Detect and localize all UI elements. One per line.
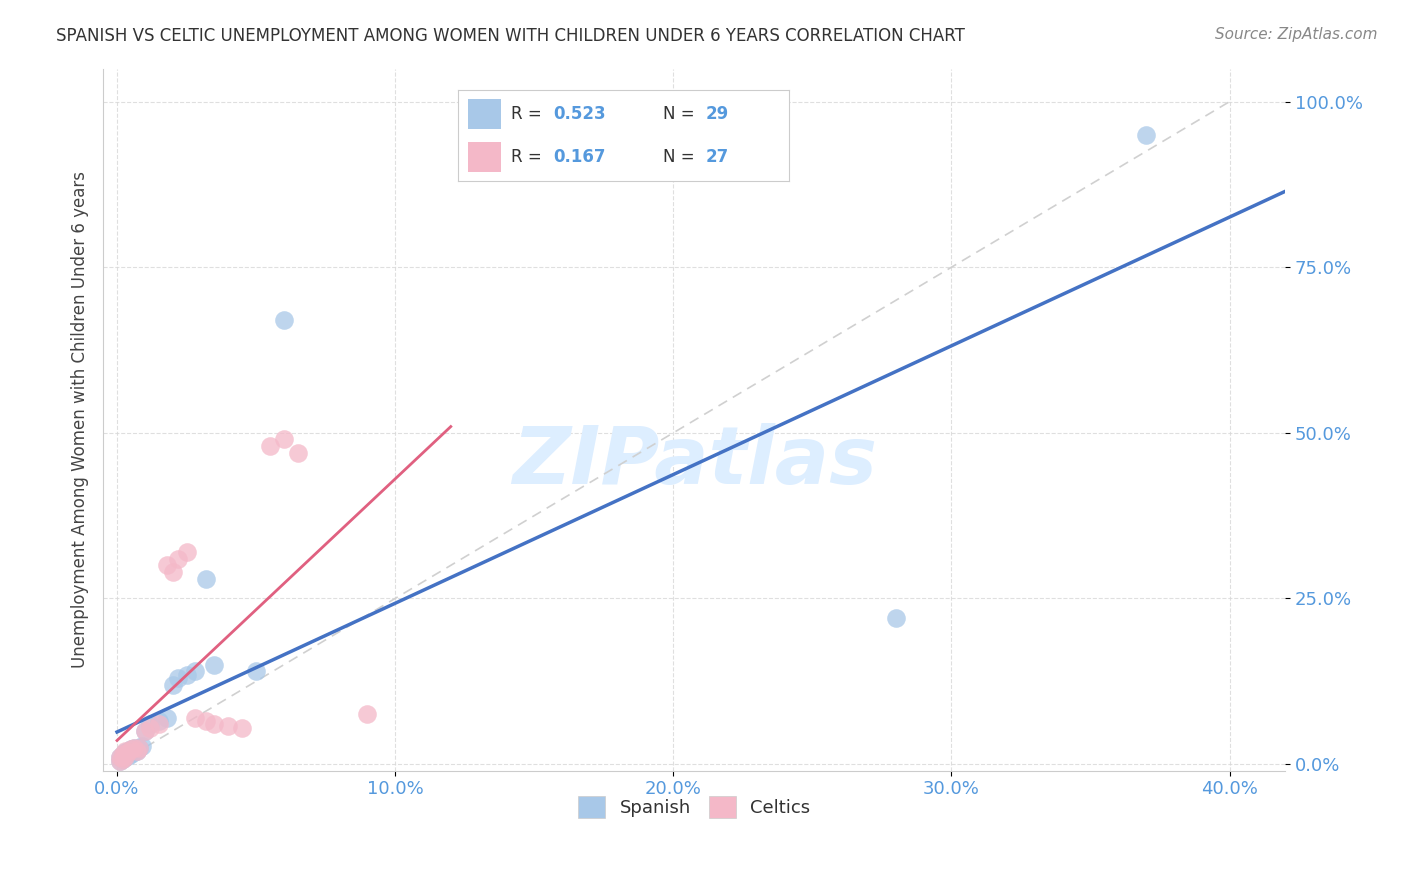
Point [128, 740, 150, 755]
Point [131, 739, 153, 753]
Text: Source: ZipAtlas.com: Source: ZipAtlas.com [1215, 27, 1378, 42]
Y-axis label: Unemployment Among Women with Children Under 6 years: Unemployment Among Women with Children U… [72, 171, 89, 668]
Point [148, 717, 170, 731]
Point [245, 665, 267, 679]
Point [195, 572, 218, 586]
Point [120, 747, 142, 761]
Point [156, 711, 179, 725]
Point [162, 565, 184, 579]
Point [117, 749, 139, 764]
Point [117, 745, 139, 759]
Point [167, 551, 190, 566]
Point [120, 742, 142, 756]
Point [125, 744, 148, 758]
Text: ZIPatlas: ZIPatlas [512, 423, 877, 500]
Point [114, 744, 136, 758]
Point [111, 752, 134, 766]
Point [125, 744, 148, 758]
Point [176, 545, 198, 559]
Point [134, 723, 156, 738]
Point [114, 750, 136, 764]
Point [259, 439, 281, 453]
Point [156, 558, 179, 573]
Point [287, 446, 309, 460]
Point [128, 740, 150, 755]
Point [273, 433, 295, 447]
Point [114, 745, 136, 759]
Point [356, 707, 378, 722]
Point [108, 754, 131, 768]
Point [162, 677, 184, 691]
Point [114, 750, 136, 764]
Point [202, 657, 225, 672]
Point [134, 723, 156, 738]
Point [195, 714, 218, 728]
Legend: Spanish, Celtics: Spanish, Celtics [571, 789, 818, 825]
Point [139, 721, 162, 735]
Point [184, 665, 207, 679]
Point [139, 717, 162, 731]
Point [148, 714, 170, 728]
Point [231, 721, 253, 735]
Point [273, 313, 295, 327]
Point [884, 611, 907, 625]
Point [117, 744, 139, 758]
Point [108, 754, 131, 768]
Point [122, 740, 145, 755]
Point [176, 667, 198, 681]
Point [111, 747, 134, 761]
Point [217, 719, 239, 733]
Point [122, 740, 145, 755]
Point [111, 752, 134, 766]
Point [108, 750, 131, 764]
Point [120, 742, 142, 756]
Point [184, 711, 207, 725]
Point [202, 717, 225, 731]
Point [111, 747, 134, 761]
Point [1135, 128, 1157, 142]
Point [108, 750, 131, 764]
Point [167, 671, 190, 685]
Point [122, 745, 145, 759]
Text: SPANISH VS CELTIC UNEMPLOYMENT AMONG WOMEN WITH CHILDREN UNDER 6 YEARS CORRELATI: SPANISH VS CELTIC UNEMPLOYMENT AMONG WOM… [56, 27, 965, 45]
